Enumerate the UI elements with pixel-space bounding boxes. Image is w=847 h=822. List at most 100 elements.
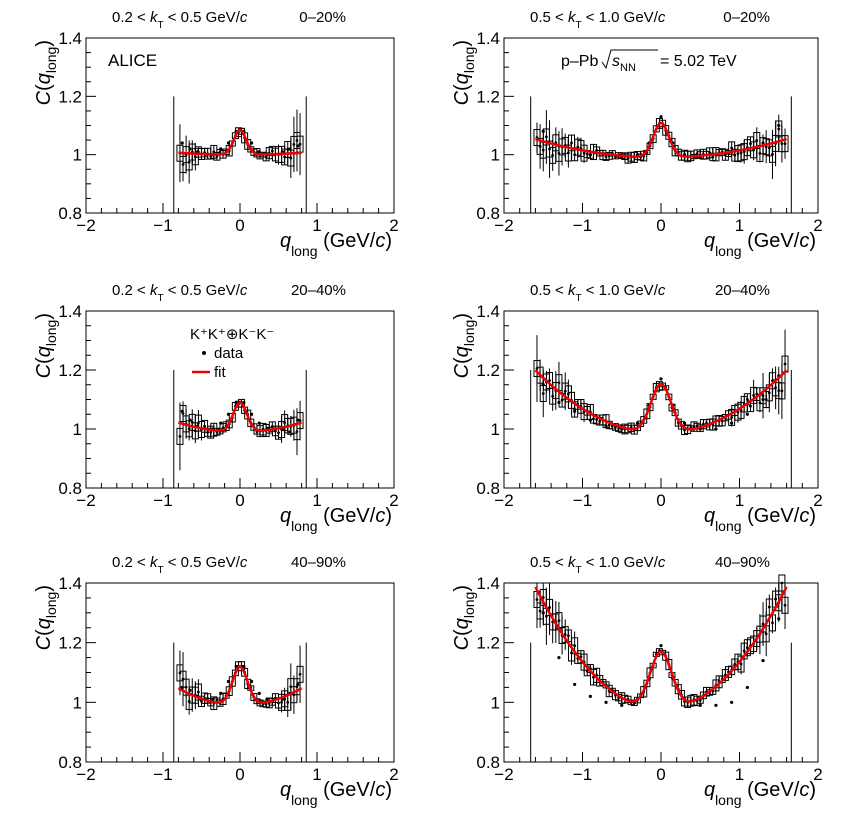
y-tick-label: 1.2 (476, 87, 500, 106)
y-tick-label: 0.8 (58, 753, 82, 772)
data-point (178, 435, 182, 438)
fit-curve (534, 369, 788, 431)
y-tick-label: 1 (73, 146, 82, 165)
series-point (257, 691, 261, 695)
kt-range-label: 0.2 < kT < 0.5 GeV/c (112, 554, 248, 576)
legend: K⁺K⁺⊕K⁻K⁻ data fit (190, 326, 274, 381)
series-point (745, 412, 749, 416)
x-tick-label: −2 (76, 216, 95, 235)
x-tick-label: 0 (235, 216, 244, 235)
series-point (604, 700, 608, 704)
series-point (573, 682, 577, 687)
series-point (249, 679, 254, 684)
data-point (570, 141, 573, 145)
x-axis-title: qlong (GeV/c) (704, 779, 816, 808)
y-tick-label: 1.4 (476, 302, 500, 321)
series-point (541, 611, 545, 615)
series-point (730, 421, 734, 425)
y-axis-title: C(qlong) (451, 313, 477, 378)
series-point (219, 421, 223, 425)
legend-title: K⁺K⁺⊕K⁻K⁻ (190, 326, 274, 343)
legend-data-label: data (214, 345, 244, 362)
kt-range-label: 0.5 < kT < 1.0 GeV/c (530, 9, 666, 31)
x-tick-label: 2 (813, 216, 822, 235)
x-axis-title: qlong (GeV/c) (704, 230, 816, 259)
x-tick-label: 2 (389, 491, 398, 510)
series-point (761, 141, 765, 145)
x-tick-label: −1 (573, 216, 592, 235)
series-point (659, 377, 663, 381)
x-tick-label: −1 (153, 491, 172, 510)
x-tick-label: 2 (813, 491, 822, 510)
data-point (573, 644, 577, 648)
x-tick-label: 0 (656, 765, 665, 784)
fit-curve (534, 586, 788, 703)
centrality-label: 40–90% (291, 554, 346, 571)
series-point (541, 383, 545, 387)
fit-curve (178, 128, 302, 156)
data-point (783, 142, 787, 146)
y-tick-label: 1 (73, 420, 82, 439)
data-point (780, 389, 784, 393)
data-point (783, 603, 787, 607)
series-point (557, 400, 561, 405)
data-point (566, 634, 570, 638)
data-point (749, 404, 752, 408)
centrality-label: 20–40% (715, 282, 770, 299)
series-point (188, 147, 192, 151)
y-tick-label: 0.8 (476, 753, 500, 772)
data-point (780, 581, 784, 585)
series-point (588, 153, 592, 157)
system-energy-label: p–Pb sNN = 5.02 TeV (561, 49, 737, 74)
legend-data-marker (202, 351, 206, 355)
series-point (761, 397, 765, 402)
data-point (181, 163, 185, 166)
plot-frame (503, 582, 819, 763)
data-point (184, 685, 188, 689)
series-point (219, 147, 223, 151)
y-axis-title: C(qlong) (451, 40, 477, 105)
series-point (249, 412, 254, 416)
series-point (257, 150, 261, 154)
fit-curve (535, 121, 787, 158)
centrality-label: 20–40% (291, 282, 346, 299)
data-point (745, 397, 749, 401)
y-axis-title: C(qlong) (33, 40, 59, 105)
data-sys-box (176, 427, 184, 445)
series-point (288, 147, 292, 151)
series-point (296, 144, 300, 148)
fit-curve (177, 665, 303, 704)
energy-label: = 5.02 TeV (660, 53, 737, 70)
data-sys-box (665, 658, 673, 671)
data-point (215, 154, 219, 158)
y-tick-label: 1.4 (476, 29, 500, 48)
series-point (777, 617, 781, 621)
data-point (566, 151, 570, 155)
series-point (635, 421, 640, 425)
data-point (767, 605, 771, 609)
x-tick-label: 2 (389, 765, 398, 784)
data-sys-box (296, 665, 304, 683)
centrality-label: 0–20% (723, 9, 770, 26)
data-point (298, 672, 302, 676)
series-point (714, 427, 718, 431)
series-point (249, 141, 254, 145)
x-tick-label: −1 (573, 491, 592, 510)
x-axis-title: qlong (GeV/c) (280, 230, 392, 259)
experiment-label: ALICE (108, 51, 157, 70)
y-tick-label: 1.4 (58, 574, 82, 593)
data-point (544, 135, 548, 139)
series-point (682, 421, 687, 425)
series-point (557, 655, 561, 660)
series-point (541, 129, 545, 133)
x-tick-label: −2 (494, 491, 513, 510)
y-tick-label: 1 (491, 693, 500, 712)
data-point (771, 621, 774, 625)
data-point (764, 632, 768, 636)
y-tick-label: 0.8 (58, 479, 82, 498)
data-point (761, 622, 765, 626)
kt-range-label: 0.2 < kT < 0.5 GeV/c (112, 282, 248, 304)
